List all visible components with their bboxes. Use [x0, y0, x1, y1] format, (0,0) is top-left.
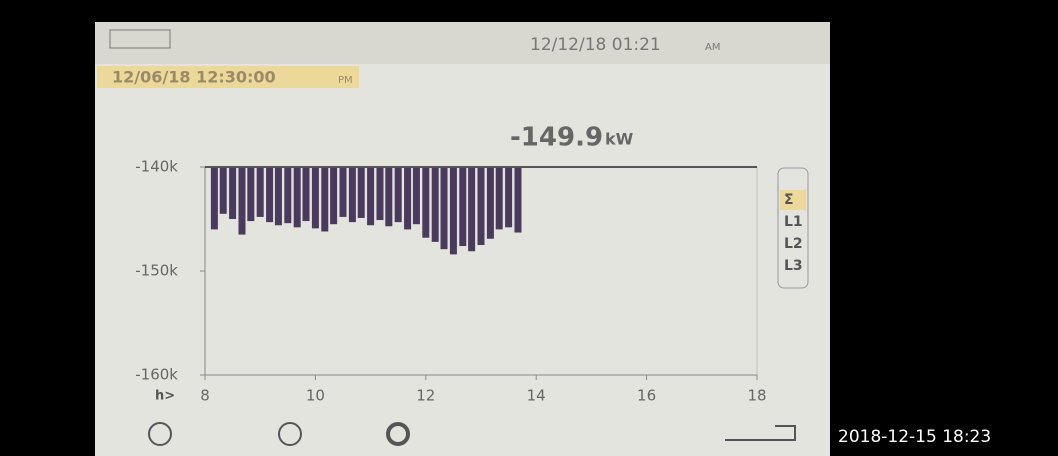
bar — [266, 167, 273, 222]
x-tick-label: 10 — [306, 387, 325, 405]
menu-item: L2 — [784, 236, 803, 252]
bar — [284, 167, 291, 223]
reading-unit: kW — [605, 130, 634, 149]
bar — [505, 167, 512, 227]
menu-item: L1 — [784, 214, 803, 230]
x-tick-label: 16 — [637, 387, 656, 405]
x-tick-label: 8 — [200, 387, 210, 405]
bar — [211, 167, 218, 229]
bar — [229, 167, 236, 219]
photo: 12/12/18 01:21 AM 12/06/18 12:30:00 PM -… — [0, 0, 1058, 456]
header-ampm: AM — [705, 42, 720, 53]
y-tick-label: -160k — [135, 366, 178, 384]
bar — [238, 167, 245, 235]
bar — [422, 167, 429, 238]
x-axis-prefix: h> — [155, 389, 175, 404]
bar — [376, 167, 383, 220]
bar — [349, 167, 356, 222]
bar — [478, 167, 485, 245]
bar — [340, 167, 347, 217]
header-datetime: 12/12/18 01:21 — [530, 35, 661, 55]
x-tick-label: 18 — [747, 387, 766, 405]
bar — [321, 167, 328, 231]
bar — [496, 167, 503, 229]
bar — [367, 167, 374, 225]
bar — [247, 167, 254, 221]
x-tick-label: 12 — [416, 387, 435, 405]
cursor-datetime: 12/06/18 12:30:00 — [112, 68, 276, 87]
y-tick-label: -150k — [135, 262, 178, 280]
bar — [275, 167, 282, 225]
bar — [441, 167, 448, 249]
menu-item: Σ — [784, 192, 794, 208]
bar — [450, 167, 457, 254]
bar — [358, 167, 365, 218]
x-tick-label: 14 — [527, 387, 546, 405]
bar — [468, 167, 475, 251]
bar — [257, 167, 264, 217]
bar — [514, 167, 521, 233]
y-tick-label: -140k — [135, 158, 178, 176]
bar — [303, 167, 310, 221]
reading-value: -149.9 — [510, 123, 603, 153]
bar — [459, 167, 466, 246]
menu-item: L3 — [784, 258, 803, 274]
bar — [487, 167, 494, 239]
bar — [220, 167, 227, 214]
cursor-ampm: PM — [338, 75, 353, 86]
page: 12/12/18 01:21 AM 12/06/18 12:30:00 PM -… — [0, 0, 1058, 456]
bar — [312, 167, 319, 228]
bar — [413, 167, 420, 224]
bar — [404, 167, 411, 229]
photo-timestamp: 2018-12-15 18:23 — [838, 427, 991, 447]
bar — [330, 167, 337, 224]
bar — [385, 167, 392, 226]
bar — [294, 167, 301, 227]
bar — [432, 167, 439, 242]
bar — [395, 167, 402, 222]
